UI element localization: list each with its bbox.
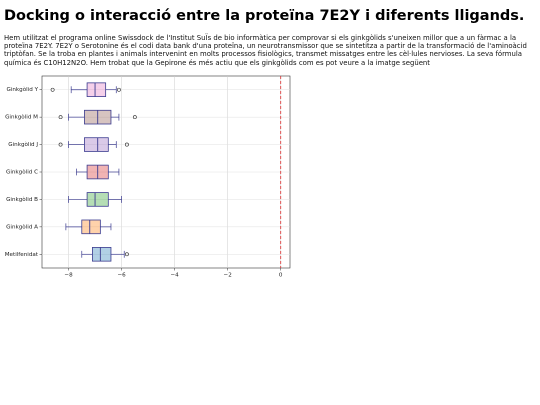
y-tick-label: Ginkgòlid J: [8, 141, 38, 148]
paragraph: Hem utilitzat el programa online Swissdo…: [4, 34, 527, 67]
outlier: [117, 87, 121, 92]
outlier: [124, 142, 129, 147]
box: [86, 192, 109, 207]
y-tick-label: Ginkgòlid M: [5, 114, 38, 121]
x-tick-label: −6: [117, 273, 126, 279]
box: [81, 219, 101, 235]
box: [86, 82, 107, 97]
y-tick-label: Ginkgòlid B: [6, 196, 38, 203]
outlier: [58, 115, 63, 120]
outlier: [58, 142, 63, 147]
outlier: [124, 252, 129, 257]
x-tick-label: −4: [170, 273, 179, 279]
x-tick-label: −8: [64, 273, 73, 279]
y-tick-label: Metilfenidat: [5, 252, 39, 258]
page-title: Docking o interacció entre la proteïna 7…: [4, 8, 525, 24]
outlier: [50, 87, 55, 92]
y-tick-label: Ginkgòlid A: [6, 223, 38, 230]
box: [84, 137, 109, 152]
box: [91, 247, 112, 262]
y-tick-label: Ginkgòlid C: [6, 169, 38, 176]
x-tick-label: 0: [279, 273, 283, 279]
y-tick-label: Ginkgòlid Y: [6, 86, 38, 93]
outlier: [132, 115, 137, 120]
x-tick-label: −2: [224, 273, 232, 279]
